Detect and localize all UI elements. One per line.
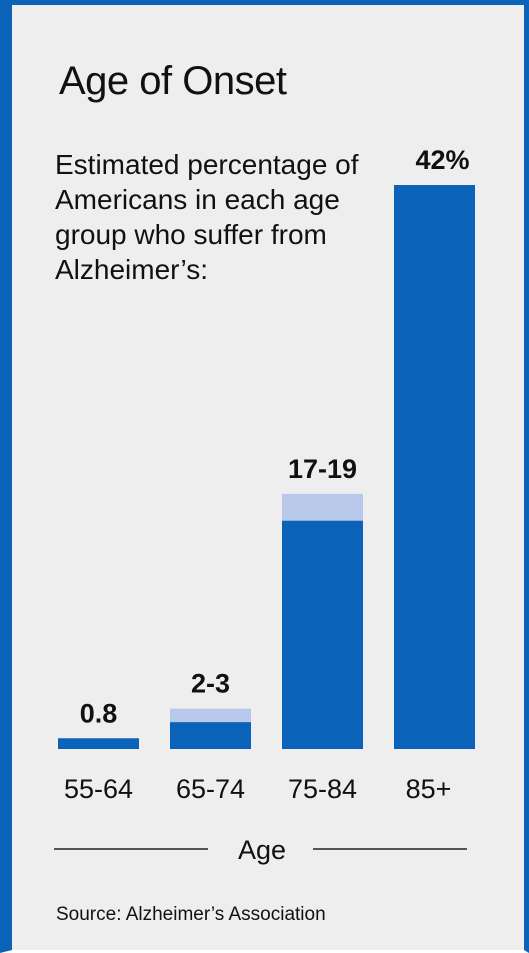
x-axis-label: Age (238, 835, 286, 865)
bar-85+ (394, 185, 475, 749)
bar-75-84 (282, 520, 363, 749)
chart-subtitle: Estimated percentage of Americans in eac… (55, 149, 359, 285)
bar-55-64 (58, 738, 139, 749)
tick-label-55-64: 55-64 (64, 774, 133, 804)
data-label-65-74: 2-3 (191, 669, 230, 699)
source-note: Source: Alzheimer’s Association (56, 904, 326, 925)
tick-label-65-74: 65-74 (176, 774, 245, 804)
bar-65-74 (170, 722, 251, 749)
data-label-85+: 42% (415, 145, 469, 175)
bar-range-75-84 (282, 493, 363, 521)
tick-label-75-84: 75-84 (288, 774, 357, 804)
data-label-55-64: 0.8 (80, 698, 118, 728)
data-label-75-84: 17-19 (288, 454, 357, 484)
bar-range-65-74 (170, 708, 251, 723)
tick-label-85+: 85+ (406, 774, 452, 804)
chart-title: Age of Onset (59, 59, 287, 103)
